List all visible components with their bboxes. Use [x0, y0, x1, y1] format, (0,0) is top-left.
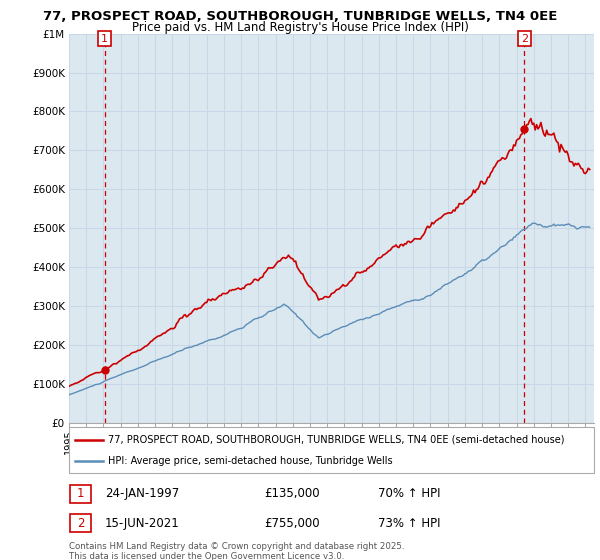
- Text: 70% ↑ HPI: 70% ↑ HPI: [378, 487, 440, 501]
- Text: 1: 1: [77, 487, 84, 501]
- Text: Contains HM Land Registry data © Crown copyright and database right 2025.
This d: Contains HM Land Registry data © Crown c…: [69, 542, 404, 560]
- Text: HPI: Average price, semi-detached house, Tunbridge Wells: HPI: Average price, semi-detached house,…: [109, 456, 393, 466]
- Text: 2: 2: [77, 516, 84, 530]
- Text: 73% ↑ HPI: 73% ↑ HPI: [378, 516, 440, 530]
- Text: Price paid vs. HM Land Registry's House Price Index (HPI): Price paid vs. HM Land Registry's House …: [131, 21, 469, 34]
- Text: 2: 2: [521, 34, 528, 44]
- Text: 15-JUN-2021: 15-JUN-2021: [105, 516, 180, 530]
- Text: £755,000: £755,000: [264, 516, 320, 530]
- Text: 77, PROSPECT ROAD, SOUTHBOROUGH, TUNBRIDGE WELLS, TN4 0EE (semi-detached house): 77, PROSPECT ROAD, SOUTHBOROUGH, TUNBRID…: [109, 435, 565, 445]
- Text: 24-JAN-1997: 24-JAN-1997: [105, 487, 179, 501]
- Text: 77, PROSPECT ROAD, SOUTHBOROUGH, TUNBRIDGE WELLS, TN4 0EE: 77, PROSPECT ROAD, SOUTHBOROUGH, TUNBRID…: [43, 10, 557, 23]
- Text: £135,000: £135,000: [264, 487, 320, 501]
- Text: 1: 1: [101, 34, 108, 44]
